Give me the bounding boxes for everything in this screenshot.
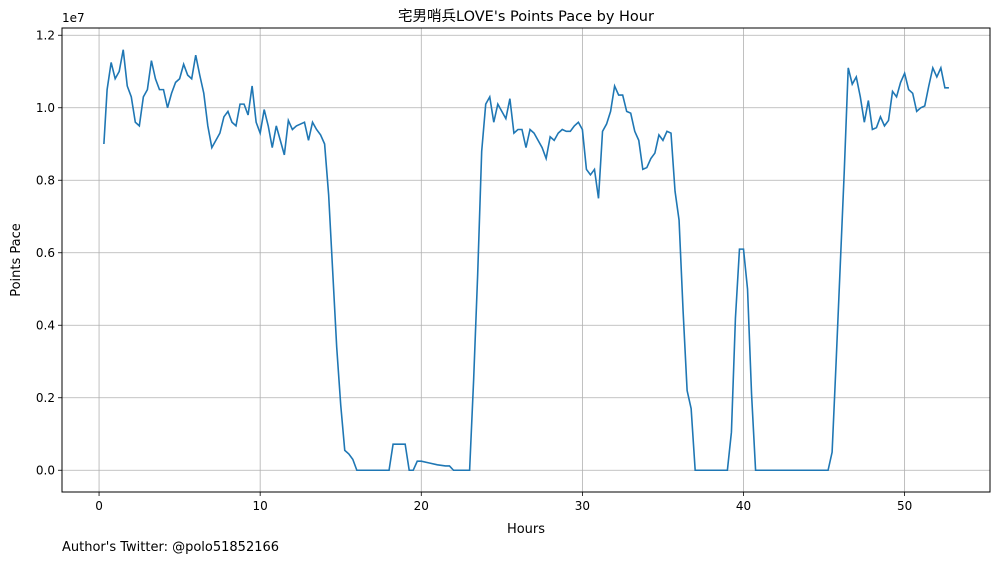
y-tick-label: 0.6 <box>36 246 55 260</box>
y-tick-label: 0.0 <box>36 463 55 477</box>
x-tick-label: 0 <box>95 499 103 513</box>
plot-frame <box>61 27 991 493</box>
x-tick-label: 40 <box>736 499 751 513</box>
author-credit: Author's Twitter: @polo51852166 <box>62 540 279 555</box>
grid-lines <box>62 28 990 492</box>
y-offset-label: 1e7 <box>62 11 85 25</box>
y-tick-label: 0.4 <box>36 318 55 332</box>
y-axis-label: Points Pace <box>9 223 24 297</box>
chart-title: 宅男哨兵LOVE's Points Pace by Hour <box>398 8 654 25</box>
y-tick-label: 0.8 <box>36 173 55 187</box>
y-tick-label: 0.2 <box>36 391 55 405</box>
x-axis-ticks: 0 10 20 30 40 50 <box>95 492 912 513</box>
x-tick-label: 20 <box>414 499 429 513</box>
y-tick-label: 1.0 <box>36 101 55 115</box>
y-axis-ticks: 0.0 0.2 0.4 0.6 0.8 1.0 1.2 <box>36 28 62 477</box>
y-tick-label: 1.2 <box>36 28 55 42</box>
series-line <box>103 49 949 472</box>
x-axis-label: Hours <box>507 522 545 537</box>
x-tick-label: 10 <box>253 499 268 513</box>
x-tick-label: 50 <box>897 499 912 513</box>
x-tick-label: 30 <box>575 499 590 513</box>
